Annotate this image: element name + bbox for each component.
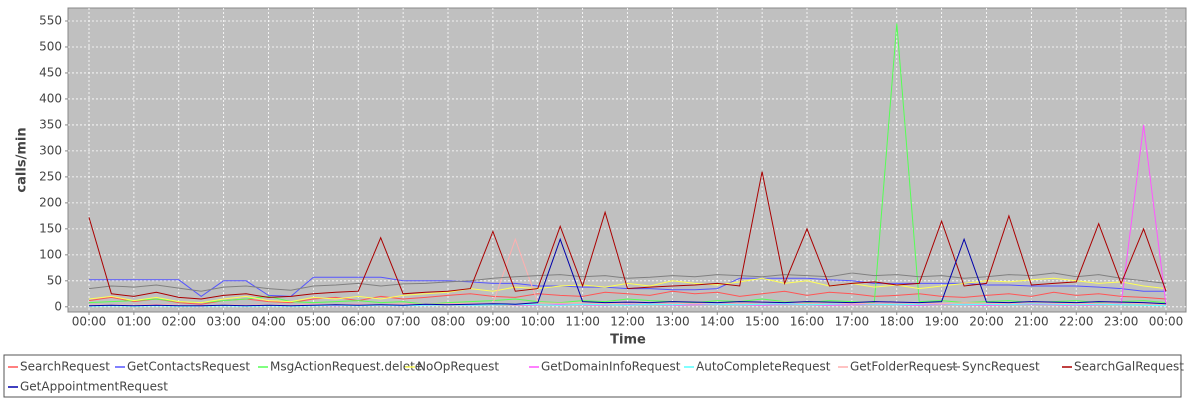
- legend-label: SearchRequest: [20, 360, 110, 374]
- x-tick-label: 19:00: [924, 315, 959, 329]
- y-tick-label: 200: [39, 195, 62, 209]
- x-tick-label: 15:00: [745, 315, 780, 329]
- x-tick-label: 21:00: [1014, 315, 1049, 329]
- y-tick-label: 100: [39, 247, 62, 261]
- x-tick-label: 13:00: [655, 315, 690, 329]
- series-line: [88, 272, 1167, 292]
- x-tick-label: 06:00: [341, 315, 376, 329]
- y-tick-label: 350: [39, 117, 62, 131]
- x-tick-label: 17:00: [835, 315, 870, 329]
- legend-label: GetDomainInfoRequest: [541, 360, 681, 374]
- series-line: [88, 171, 1167, 300]
- legend: [3, 354, 1182, 398]
- legend-label: GetContactsRequest: [127, 360, 250, 374]
- x-tick-label: 01:00: [117, 315, 152, 329]
- legend-label: SearchGalRequest: [1074, 360, 1184, 374]
- x-tick-label: 16:00: [790, 315, 825, 329]
- legend-label: MsgActionRequest.delete: [270, 360, 422, 374]
- y-tick-label: 300: [39, 143, 62, 157]
- y-axis-label: calls/min: [15, 127, 30, 192]
- series-line: [88, 237, 1167, 307]
- legend-label: AutoCompleteRequest: [696, 360, 831, 374]
- y-tick-label: 400: [39, 91, 62, 105]
- x-tick-label: 09:00: [476, 315, 511, 329]
- y-tick-label: 0: [54, 299, 62, 313]
- series-line: [88, 290, 1167, 305]
- x-tick-label: 00:00: [1149, 315, 1184, 329]
- x-tick-label: 22:00: [1059, 315, 1094, 329]
- y-tick-label: 50: [47, 273, 62, 287]
- legend-label: SyncRequest: [962, 360, 1040, 374]
- x-tick-label: 20:00: [969, 315, 1004, 329]
- legend-label: NoOpRequest: [417, 360, 499, 374]
- x-tick-label: 14:00: [700, 315, 735, 329]
- legend-label: GetAppointmentRequest: [20, 380, 168, 394]
- y-tick-label: 450: [39, 65, 62, 79]
- x-tick-label: 07:00: [386, 315, 421, 329]
- x-tick-label: 02:00: [161, 315, 196, 329]
- x-tick-label: 05:00: [296, 315, 331, 329]
- x-tick-label: 08:00: [431, 315, 466, 329]
- x-tick-label: 18:00: [879, 315, 914, 329]
- x-tick-label: 04:00: [251, 315, 286, 329]
- y-tick-label: 150: [39, 221, 62, 235]
- x-tick-label: 12:00: [610, 315, 645, 329]
- x-tick-label: 00:00: [72, 315, 107, 329]
- plot-area: [67, 7, 1187, 313]
- legend-label: GetFolderRequest: [850, 360, 958, 374]
- y-tick-label: 250: [39, 169, 62, 183]
- x-tick-label: 11:00: [565, 315, 600, 329]
- x-axis-label: Time: [610, 333, 646, 348]
- series-line: [88, 277, 1167, 304]
- y-tick-label: 500: [39, 39, 62, 53]
- x-tick-label: 10:00: [520, 315, 555, 329]
- series-line: [88, 303, 1167, 307]
- x-tick-label: 23:00: [1104, 315, 1139, 329]
- x-tick-label: 03:00: [206, 315, 241, 329]
- y-tick-label: 550: [39, 13, 62, 27]
